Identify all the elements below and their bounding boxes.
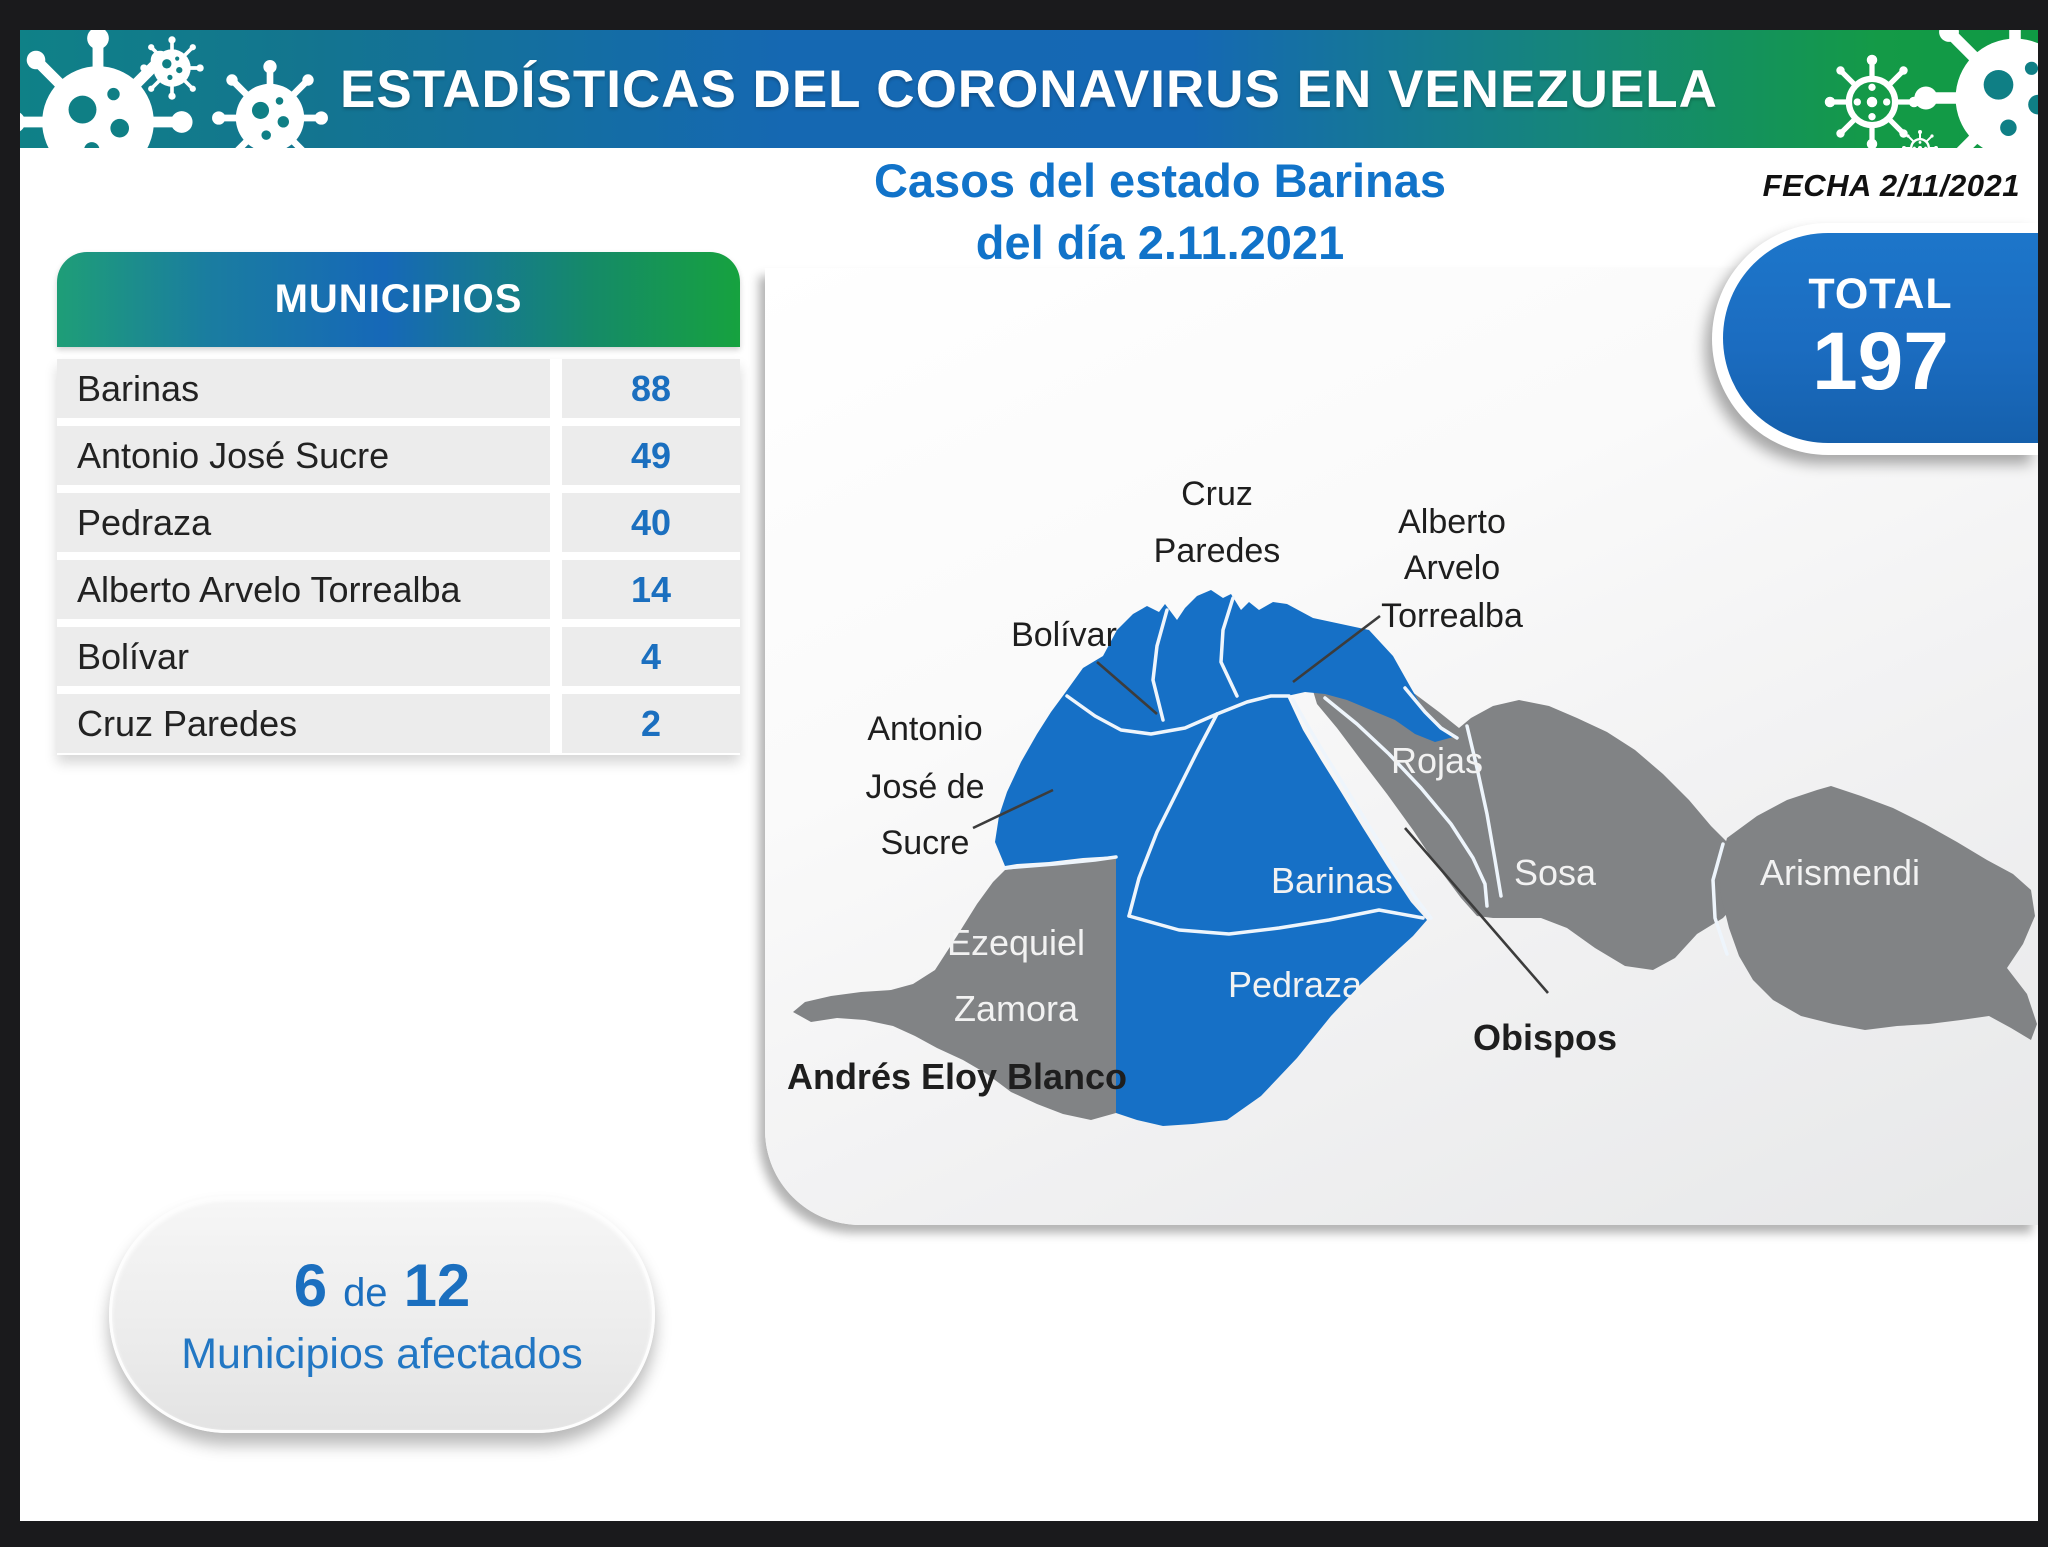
municipality-name: Alberto Arvelo Torrealba — [57, 560, 550, 619]
map-label-antonio-jose-de-sucre: Sucre — [881, 824, 970, 862]
table-body: Barinas 88 Antonio José Sucre 49 Pedraza… — [57, 359, 740, 755]
map-label-alberto-arvelo-torrealba: Alberto — [1398, 503, 1506, 541]
map-label-arismendi: Arismendi — [1760, 852, 1920, 893]
page-title: Casos del estado Barinas del día 2.11.20… — [765, 150, 1555, 274]
table-header: MUNICIPIOS — [57, 252, 740, 347]
map-label-andres-eloy-blanco: Andrés Eloy Blanco — [787, 1056, 1127, 1097]
total-value: 197 — [1812, 316, 1949, 408]
total-label: TOTAL — [1808, 270, 1953, 319]
table-row: Bolívar 4 — [57, 627, 740, 686]
header-banner: .hole{ fill:#0f7f85; } .hole2 .hole{ fil… — [20, 30, 2038, 148]
map-label-pedraza: Pedraza — [1228, 964, 1363, 1005]
affected-summary-pill: 6 de 12 Municipios afectados — [109, 1196, 655, 1433]
page-title-line1: Casos del estado Barinas — [873, 154, 1447, 207]
region-obispos-rojas-sosa — [1311, 672, 1755, 970]
table-row: Antonio José Sucre 49 — [57, 426, 740, 485]
map-label-ezequiel-zamora: Zamora — [954, 988, 1079, 1029]
municipality-cases: 40 — [562, 493, 740, 552]
municipality-name: Barinas — [57, 359, 550, 418]
affected-count-line: 6 de 12 — [294, 1251, 471, 1320]
municipality-cases: 2 — [562, 694, 740, 753]
affected-separator: de — [343, 1270, 388, 1315]
affected-caption: Municipios afectados — [181, 1329, 583, 1378]
municipios-table: MUNICIPIOS Barinas 88 Antonio José Sucre… — [57, 252, 740, 755]
municipality-cases: 88 — [562, 359, 740, 418]
map-label-antonio-jose-de-sucre: Antonio — [867, 710, 982, 748]
barinas-municipalities-map: Cruz Paredes Bolívar Alberto Arvelo Torr… — [787, 475, 2037, 1126]
map-label-cruz-paredes: Cruz — [1181, 475, 1253, 513]
municipality-name: Cruz Paredes — [57, 694, 550, 753]
map-label-obispos: Obispos — [1473, 1017, 1617, 1058]
region-ezequiel-zamora — [793, 856, 1116, 1120]
total-badge: TOTAL 197 — [1712, 223, 2038, 455]
table-row: Alberto Arvelo Torrealba 14 — [57, 560, 740, 619]
page-title-line2: del día 2.11.2021 — [975, 216, 1345, 270]
table-row: Pedraza 40 — [57, 493, 740, 552]
map-label-alberto-arvelo-torrealba: Arvelo — [1404, 549, 1500, 587]
municipality-cases: 14 — [562, 560, 740, 619]
table-row: Cruz Paredes 2 — [57, 694, 740, 753]
total-badge-inner: TOTAL 197 — [1723, 233, 2038, 443]
infographic-page: .hole{ fill:#0f7f85; } .hole2 .hole{ fil… — [20, 30, 2038, 1521]
municipality-total-count: 12 — [403, 1251, 471, 1319]
date-label: FECHA 2/11/2021 — [1762, 168, 2020, 203]
map-label-alberto-arvelo-torrealba: Torrealba — [1381, 597, 1523, 635]
map-label-ezequiel-zamora: Ezequiel — [947, 922, 1085, 963]
municipality-name: Antonio José Sucre — [57, 426, 550, 485]
map-label-barinas: Barinas — [1271, 860, 1393, 901]
map-label-sosa: Sosa — [1514, 852, 1597, 893]
map-label-rojas: Rojas — [1391, 740, 1483, 781]
map-label-antonio-jose-de-sucre: José de — [865, 768, 984, 806]
municipality-name: Bolívar — [57, 627, 550, 686]
app-title: ESTADÍSTICAS DEL CORONAVIRUS EN VENEZUEL… — [340, 59, 1718, 119]
table-row: Barinas 88 — [57, 359, 740, 418]
label-leader-lines — [972, 614, 1549, 994]
map-label-cruz-paredes: Paredes — [1154, 532, 1281, 570]
municipality-name: Pedraza — [57, 493, 550, 552]
map-label-bolivar: Bolívar — [1011, 616, 1117, 654]
affected-count: 6 — [293, 1251, 328, 1319]
municipality-cases: 49 — [562, 426, 740, 485]
municipality-borders — [1003, 596, 1729, 956]
municipality-cases: 4 — [562, 627, 740, 686]
region-arismendi — [1719, 786, 2037, 1040]
